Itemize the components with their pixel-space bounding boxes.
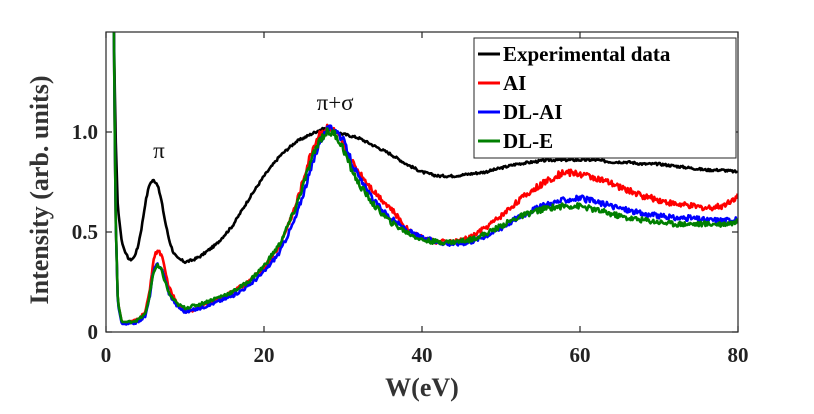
series-line-dl-e [112,32,738,325]
legend-label: AI [503,71,526,95]
y-tick-label: 0.5 [72,220,98,244]
x-tick-label: 20 [254,343,275,367]
x-tick-label: 80 [728,343,749,367]
plot-area [112,32,738,326]
legend-box [473,37,737,159]
legend-label: DL-AI [503,100,563,124]
x-tick-label: 60 [570,343,591,367]
x-axis-title: W(eV) [385,373,459,402]
series-line-experimental-data [112,32,738,265]
legend-label: DL-E [503,129,553,153]
y-axis-title: Intensity (arb. units) [25,76,54,305]
series-line-dl-ai [112,32,738,326]
x-tick-label: 0 [101,343,112,367]
x-tick-label: 40 [412,343,433,367]
legend: Experimental data AI DL-AI DL-E [473,37,737,159]
peak-annotation: π [153,138,165,163]
legend-label: Experimental data [503,42,671,66]
y-tick-label: 0 [88,320,99,344]
axes: 0 20 40 60 80 0 0.5 1.0 π π+σ [72,31,749,367]
y-tick-label: 1.0 [72,120,98,144]
peak-annotation: π+σ [317,90,355,115]
